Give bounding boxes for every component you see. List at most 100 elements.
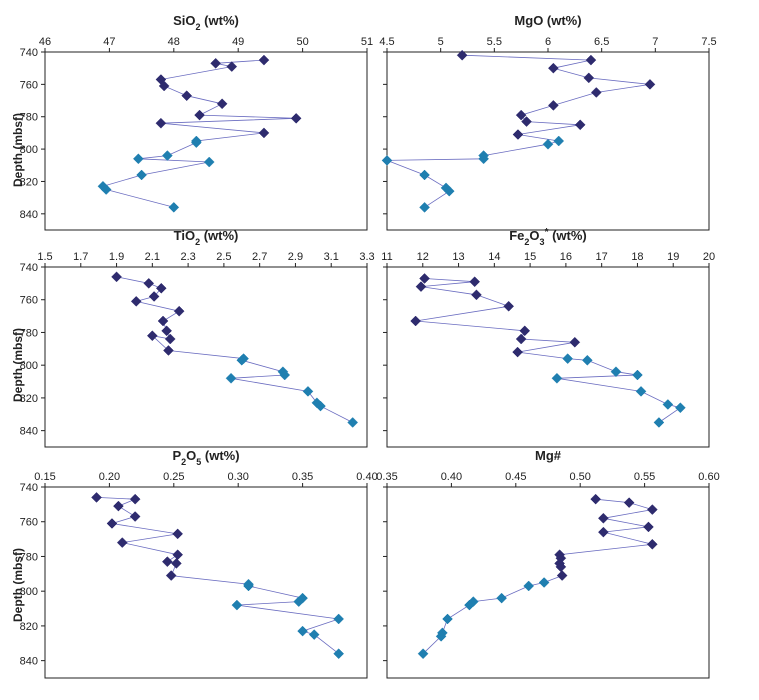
fe2o3-point <box>551 372 563 384</box>
tio2-x-tick-label: 2.7 <box>252 251 267 263</box>
sio2-x-tick-label: 47 <box>103 36 115 48</box>
p2o5-point <box>231 599 243 611</box>
sio2-panel: SiO2 (wt%) 46 47 48 49 50 51 740 760 780 800 820 840 <box>20 13 373 231</box>
mgnum-point <box>442 613 453 625</box>
fe2o3-x-tick-label: 20 <box>703 251 715 263</box>
tio2-y-tick-label: 780 <box>20 327 38 339</box>
mgo-point <box>553 135 565 147</box>
fe2o3-point <box>632 369 643 381</box>
mgnum-point <box>590 493 602 505</box>
p2o5-y-tick-label: 820 <box>20 621 38 633</box>
tio2-x-tick-label: 3.3 <box>359 251 374 263</box>
mgnum-point <box>646 504 658 515</box>
sio2-x-tick-label: 50 <box>296 36 308 48</box>
fe2o3-point <box>635 386 647 397</box>
mgo-x-tick-label: 7.5 <box>701 36 716 48</box>
sio2-point <box>181 90 193 102</box>
tio2-y-tick-label: 740 <box>20 262 38 274</box>
fe2o3-x-tick-label: 14 <box>488 251 500 263</box>
tio2-y-tick-label: 800 <box>20 360 38 372</box>
p2o5-x-tick-label: 0.20 <box>99 471 120 483</box>
fe2o3-x-tick-label: 18 <box>631 251 643 263</box>
p2o5-point <box>106 518 118 529</box>
fe2o3-x-tick-label: 11 <box>381 251 392 263</box>
mgo-x-tick-label: 6.5 <box>594 36 609 48</box>
mgo-x-tick-label: 4.5 <box>379 36 394 48</box>
tio2-title: TiO2 (wt%) <box>174 228 239 247</box>
tio2-x-tick-label: 2.3 <box>180 251 195 263</box>
sio2-point <box>158 80 170 92</box>
p2o5-point <box>116 537 128 548</box>
tio2-x-tick-label: 3.1 <box>324 251 339 263</box>
tio2-point <box>315 400 326 412</box>
p2o5-point <box>243 580 254 592</box>
mgo-point <box>644 79 656 90</box>
tio2-point <box>146 330 158 342</box>
fe2o3-point <box>415 281 427 292</box>
mgo-point <box>456 49 468 61</box>
mgnum-point <box>556 570 568 581</box>
p2o5-point <box>91 492 102 503</box>
mgnum-title: Mg# <box>535 448 562 463</box>
sio2-point <box>190 137 202 148</box>
sio2-point <box>194 109 205 121</box>
p2o5-point <box>172 549 184 561</box>
mgo-point <box>583 72 595 84</box>
tio2-y-tick-label: 840 <box>20 426 38 438</box>
sio2-point <box>210 57 222 69</box>
mgnum-point <box>417 648 429 660</box>
p2o5-x-tick-label: 0.30 <box>227 471 248 483</box>
p2o5-point <box>308 629 320 640</box>
mgo-point <box>548 62 559 74</box>
p2o5-point <box>171 558 182 569</box>
sio2-y-tick-label: 820 <box>20 176 38 188</box>
mgnum-point <box>623 497 635 508</box>
tio2-point <box>347 417 359 428</box>
mgnum-x-tick-label: 0.55 <box>634 471 655 483</box>
sio2-point <box>258 54 270 66</box>
mgo-point <box>548 100 559 111</box>
tio2-y-tick-label: 760 <box>20 295 38 307</box>
sio2-x-tick-label: 49 <box>232 36 244 48</box>
mgo-x-tick-label: 6 <box>545 36 551 48</box>
y-axis-label-row-1: Depth (mbsf) <box>11 113 25 187</box>
sio2-point <box>226 61 238 72</box>
fe2o3-point <box>419 273 430 284</box>
sio2-y-tick-label: 740 <box>20 47 38 59</box>
mgo-point <box>381 155 393 166</box>
tio2-y-tick-label: 820 <box>20 393 38 405</box>
tio2-point <box>130 296 142 307</box>
fe2o3-point <box>610 366 622 378</box>
fe2o3-x-tick-label: 17 <box>596 251 608 263</box>
fe2o3-x-tick-label: 13 <box>452 251 464 263</box>
fe2o3-point <box>662 399 674 410</box>
mgo-point <box>521 116 532 127</box>
sio2-point <box>168 201 180 213</box>
mgnum-point <box>496 592 507 604</box>
mgo-x-tick-label: 5 <box>438 36 444 48</box>
p2o5-y-tick-label: 780 <box>20 551 38 563</box>
mgnum-point <box>538 577 550 588</box>
p2o5-y-tick-label: 760 <box>20 517 38 529</box>
fe2o3-point <box>653 417 665 428</box>
fe2o3-point <box>512 346 523 358</box>
sio2-x-tick-label: 46 <box>39 36 51 48</box>
fe2o3-point <box>675 402 686 414</box>
sio2-x-tick-label: 51 <box>361 36 373 48</box>
sio2-point <box>203 156 215 168</box>
p2o5-plot-frame <box>44 486 368 679</box>
sio2-point <box>162 150 173 161</box>
tio2-point <box>163 345 174 356</box>
sio2-point <box>290 112 302 124</box>
fe2o3-point <box>503 300 514 312</box>
tio2-point <box>148 291 160 302</box>
sio2-point <box>216 98 228 110</box>
sio2-point <box>133 153 144 165</box>
fe2o3-panel: Fe2O3* (wt%) 11 12 13 14 15 16 17 18 19 20 <box>381 227 715 448</box>
mgo-series-line <box>386 54 651 208</box>
mgo-panel: MgO (wt%) 4.5 5 5.5 6 6.5 7 7.5 <box>379 13 717 231</box>
tio2-point <box>161 325 172 337</box>
fe2o3-series-line <box>415 278 682 423</box>
p2o5-point <box>113 500 124 512</box>
